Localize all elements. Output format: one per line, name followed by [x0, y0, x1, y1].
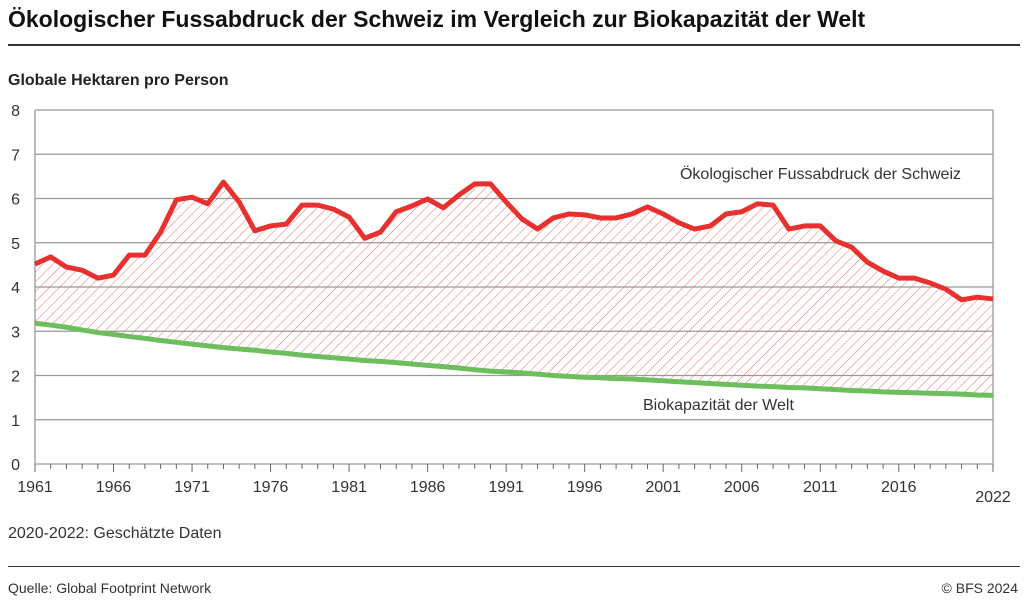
footer-divider	[8, 566, 1020, 567]
estimate-note: 2020-2022: Geschätzte Daten	[8, 525, 222, 542]
biocapacity-line	[34, 320, 994, 398]
x-tick-label: 2011	[803, 479, 838, 496]
difference-hatched-area	[35, 182, 993, 396]
y-tick-label: 1	[11, 413, 20, 430]
title-divider	[8, 44, 1020, 46]
source: Quelle: Global Footprint Network	[8, 580, 212, 596]
y-axis-label: Globale Hektaren pro Person	[8, 72, 229, 89]
x-tick-label: 2022	[975, 489, 1011, 506]
x-tick-label: 1986	[410, 479, 446, 496]
footprint-series-label: Ökologischer Fussabdruck der Schweiz	[680, 165, 961, 183]
y-tick-label: 8	[11, 103, 20, 120]
copyright: © BFS 2024	[941, 580, 1018, 596]
y-tick-label: 4	[11, 280, 20, 297]
x-tick-label: 1976	[253, 479, 289, 496]
y-tick-label: 0	[11, 457, 20, 474]
x-tick-label: 1996	[567, 479, 603, 496]
x-tick-label: 2001	[645, 479, 681, 496]
x-tick-label: 1966	[96, 479, 132, 496]
footprint-line	[33, 179, 994, 303]
y-tick-label: 5	[11, 236, 20, 253]
x-tick-label: 1981	[331, 479, 367, 496]
y-tick-label: 6	[11, 192, 20, 209]
y-tick-label: 2	[11, 369, 20, 386]
biocapacity-series-label: Biokapazität der Welt	[643, 397, 794, 414]
x-tick-label: 2016	[881, 479, 917, 496]
x-tick-label: 1991	[488, 479, 524, 496]
x-tick-label: 1971	[174, 479, 210, 496]
x-tick-label: 2006	[724, 479, 760, 496]
y-tick-label: 7	[11, 147, 20, 164]
y-tick-label: 3	[11, 324, 20, 341]
x-tick-label: 1961	[17, 479, 53, 496]
chart-title: Ökologischer Fussabdruck der Schweiz im …	[8, 6, 866, 32]
